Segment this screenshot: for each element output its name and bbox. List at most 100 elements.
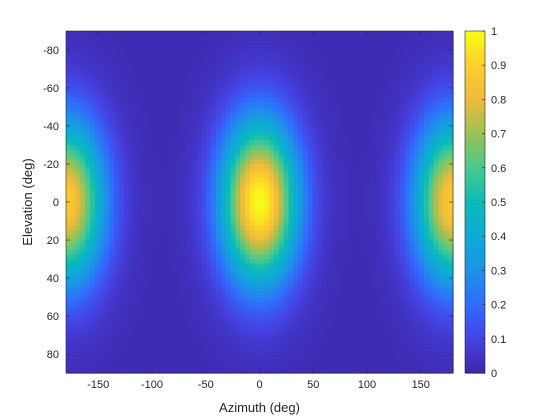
heatmap-cell bbox=[259, 187, 265, 194]
heatmap-cell bbox=[143, 145, 149, 151]
heatmap-cell bbox=[433, 149, 440, 156]
heatmap-cell bbox=[351, 268, 357, 274]
heatmap-cell bbox=[375, 135, 382, 141]
heatmap-cell bbox=[206, 154, 212, 160]
heatmap-cell bbox=[244, 145, 251, 151]
heatmap-cell bbox=[235, 240, 241, 246]
heatmap-cell bbox=[249, 31, 256, 37]
heatmap-cell bbox=[182, 254, 188, 260]
heatmap-cell bbox=[201, 316, 207, 322]
heatmap-cell bbox=[124, 268, 130, 274]
heatmap-cell bbox=[230, 154, 236, 160]
heatmap-cell bbox=[215, 154, 222, 160]
heatmap-cell bbox=[177, 102, 183, 108]
heatmap-cell bbox=[90, 254, 96, 260]
heatmap-cell bbox=[428, 292, 435, 298]
heatmap-cell bbox=[385, 306, 391, 312]
heatmap-cell bbox=[124, 259, 130, 265]
heatmap-cell bbox=[283, 187, 290, 194]
heatmap-cell bbox=[414, 287, 420, 293]
heatmap-cell bbox=[95, 107, 101, 113]
heatmap-cell bbox=[361, 202, 367, 208]
heatmap-cell bbox=[346, 164, 353, 170]
heatmap-cell bbox=[404, 116, 411, 122]
heatmap-cell bbox=[365, 31, 372, 37]
heatmap-cell bbox=[375, 254, 382, 260]
heatmap-cell bbox=[423, 159, 430, 165]
heatmap-cell bbox=[230, 287, 236, 293]
heatmap-cell bbox=[133, 149, 140, 156]
heatmap-cell bbox=[95, 221, 101, 227]
heatmap-cell bbox=[240, 116, 246, 122]
heatmap-cell bbox=[75, 235, 82, 241]
heatmap-cell bbox=[215, 140, 222, 146]
heatmap-cell bbox=[80, 197, 86, 203]
heatmap-cell bbox=[322, 140, 328, 146]
heatmap-cell bbox=[303, 168, 309, 175]
heatmap-cell bbox=[346, 230, 353, 236]
heatmap-cell bbox=[283, 149, 290, 156]
heatmap-cell bbox=[278, 297, 285, 303]
heatmap-cell bbox=[240, 31, 246, 37]
heatmap-cell bbox=[356, 301, 362, 308]
heatmap-cell bbox=[124, 40, 130, 46]
heatmap-cell bbox=[332, 107, 338, 113]
heatmap-cell bbox=[351, 254, 357, 260]
heatmap-cell bbox=[433, 202, 440, 208]
heatmap-cell bbox=[346, 88, 353, 94]
heatmap-cell bbox=[138, 216, 144, 222]
heatmap-cell bbox=[109, 50, 115, 56]
heatmap-cell bbox=[394, 154, 401, 160]
heatmap-cell bbox=[191, 164, 198, 170]
heatmap-cell bbox=[148, 88, 154, 94]
heatmap-cell bbox=[99, 192, 106, 198]
heatmap-cell bbox=[75, 259, 82, 265]
heatmap-cell bbox=[249, 159, 256, 165]
heatmap-cell bbox=[220, 192, 227, 198]
heatmap-cell bbox=[293, 102, 299, 108]
heatmap-cell bbox=[66, 278, 72, 284]
heatmap-cell bbox=[249, 216, 256, 222]
heatmap-cell bbox=[448, 263, 454, 270]
heatmap-cell bbox=[336, 173, 343, 179]
heatmap-cell bbox=[448, 311, 454, 317]
heatmap-cell bbox=[278, 35, 285, 42]
heatmap-cell bbox=[433, 297, 440, 303]
heatmap-cell bbox=[90, 149, 96, 156]
heatmap-cell bbox=[336, 31, 343, 37]
heatmap-cell bbox=[70, 130, 77, 137]
heatmap-cell bbox=[143, 59, 149, 65]
heatmap-cell bbox=[278, 263, 285, 270]
heatmap-cell bbox=[240, 244, 246, 251]
heatmap-cell bbox=[153, 50, 159, 56]
heatmap-cell bbox=[370, 140, 377, 146]
heatmap-cell bbox=[75, 192, 82, 198]
heatmap-cell bbox=[423, 306, 430, 312]
heatmap-cell bbox=[346, 235, 353, 241]
heatmap-cell bbox=[278, 268, 285, 274]
heatmap-cell bbox=[307, 254, 314, 260]
heatmap-cell bbox=[119, 301, 125, 308]
heatmap-cell bbox=[380, 178, 386, 184]
heatmap-cell bbox=[240, 154, 246, 160]
heatmap-cell bbox=[278, 31, 285, 37]
heatmap-cell bbox=[351, 173, 357, 179]
heatmap-cell bbox=[433, 168, 440, 175]
heatmap-cell bbox=[419, 316, 425, 322]
heatmap-cell bbox=[66, 83, 72, 89]
heatmap-cell bbox=[414, 263, 420, 270]
heatmap-cell bbox=[303, 249, 309, 255]
heatmap-cell bbox=[230, 73, 236, 80]
heatmap-cell bbox=[341, 83, 348, 89]
heatmap-cell bbox=[119, 225, 125, 232]
heatmap-cell bbox=[404, 135, 411, 141]
heatmap-cell bbox=[70, 216, 77, 222]
heatmap-cell bbox=[225, 88, 232, 94]
heatmap-cell bbox=[269, 31, 275, 37]
heatmap-cell bbox=[90, 168, 96, 175]
heatmap-cell bbox=[399, 111, 406, 118]
heatmap-cell bbox=[85, 320, 91, 327]
heatmap-cell bbox=[423, 45, 430, 51]
heatmap-cell bbox=[327, 64, 333, 70]
heatmap-cell bbox=[409, 121, 415, 127]
